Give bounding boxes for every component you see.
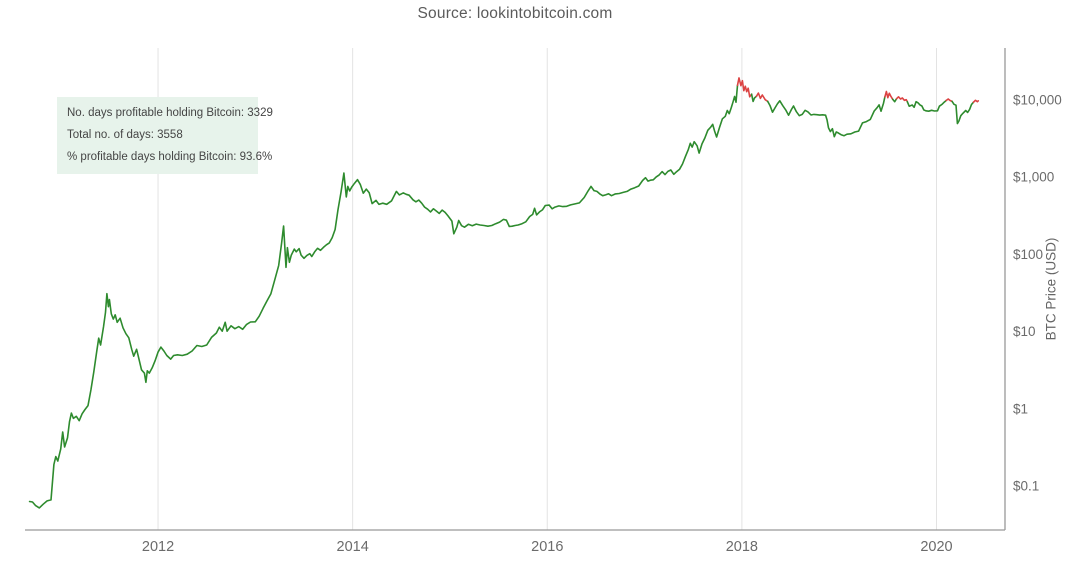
x-tick-label: 2012	[142, 539, 174, 555]
y-tick-label: $10	[1013, 324, 1036, 339]
price-line-segment-red	[972, 99, 980, 103]
x-tick-label: 2014	[337, 539, 369, 555]
y-tick-label: $100	[1013, 247, 1043, 262]
annotation-days-profitable: No. days profitable holding Bitcoin: 332…	[67, 106, 273, 119]
price-line-segment-red	[895, 96, 909, 103]
y-tick-label: $1,000	[1013, 170, 1054, 185]
x-tick-label: 2020	[920, 539, 952, 555]
y-tick-label: $10,000	[1013, 92, 1062, 107]
price-line-segment-red	[736, 77, 753, 98]
y-tick-label: $1	[1013, 401, 1028, 416]
price-line-segment-green	[750, 93, 758, 103]
price-line-segment-green	[28, 84, 739, 509]
y-tick-label: $0.1	[1013, 478, 1039, 493]
x-tick-label: 2018	[726, 539, 758, 555]
price-line-segment-green	[766, 96, 886, 138]
price-line-segment-red	[755, 92, 769, 103]
price-line-segment-green	[906, 99, 947, 112]
price-line-segment-red	[884, 90, 894, 101]
chart-source-title: Source: lookintobitcoin.com	[417, 5, 613, 22]
price-line-segment-red	[945, 98, 953, 103]
annotation-total-days: Total no. of days: 3558	[67, 128, 183, 141]
price-line-segment-green	[891, 97, 898, 103]
profitable-days-annotation-box: No. days profitable holding Bitcoin: 332…	[57, 97, 273, 174]
x-tick-label: 2016	[531, 539, 563, 555]
annotation-percent-profitable: % profitable days holding Bitcoin: 93.6%	[67, 150, 273, 163]
y-axis-title: BTC Price (USD)	[1043, 237, 1059, 341]
price-line-segment-green	[951, 100, 975, 125]
